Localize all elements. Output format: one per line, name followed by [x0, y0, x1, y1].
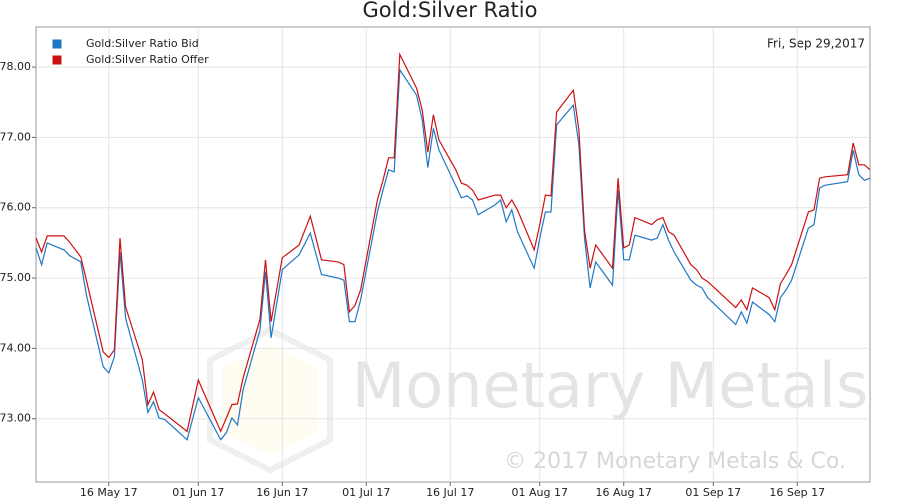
legend-swatch — [51, 38, 63, 50]
legend-swatch — [51, 54, 63, 66]
x-tick-label: 01 Jul 17 — [342, 486, 390, 499]
x-tick-label: 01 Sep 17 — [685, 486, 741, 499]
x-tick-label: 01 Jun 17 — [172, 486, 224, 499]
y-tick-label: 73.00 — [0, 412, 31, 425]
legend-label: Gold:Silver Ratio Bid — [86, 37, 199, 50]
legend-label: Gold:Silver Ratio Offer — [86, 53, 209, 66]
copyright: © 2017 Monetary Metals & Co. — [504, 449, 846, 474]
x-tick-label: 16 Aug 17 — [595, 486, 651, 499]
x-tick-label: 16 Jul 17 — [426, 486, 474, 499]
plot-frame — [35, 26, 871, 483]
x-tick-label: 01 Aug 17 — [512, 486, 568, 499]
chart-title: Gold:Silver Ratio — [363, 0, 538, 22]
date-annotation: Fri, Sep 29,2017 — [767, 37, 865, 51]
x-tick-label: 16 May 17 — [80, 486, 138, 499]
data-line — [35, 52, 871, 433]
x-tick-label: 16 Sep 17 — [769, 486, 825, 499]
y-tick-label: 76.00 — [0, 201, 31, 214]
watermark-logo — [207, 326, 333, 474]
data-line — [35, 68, 871, 441]
x-tick-label: 16 Jun 17 — [256, 486, 308, 499]
y-tick-label: 74.00 — [0, 341, 31, 354]
y-tick-label: 77.00 — [0, 130, 31, 143]
y-tick-label: 78.00 — [0, 60, 31, 73]
y-tick-label: 75.00 — [0, 271, 31, 284]
watermark: Monetary Metals — [352, 349, 869, 422]
